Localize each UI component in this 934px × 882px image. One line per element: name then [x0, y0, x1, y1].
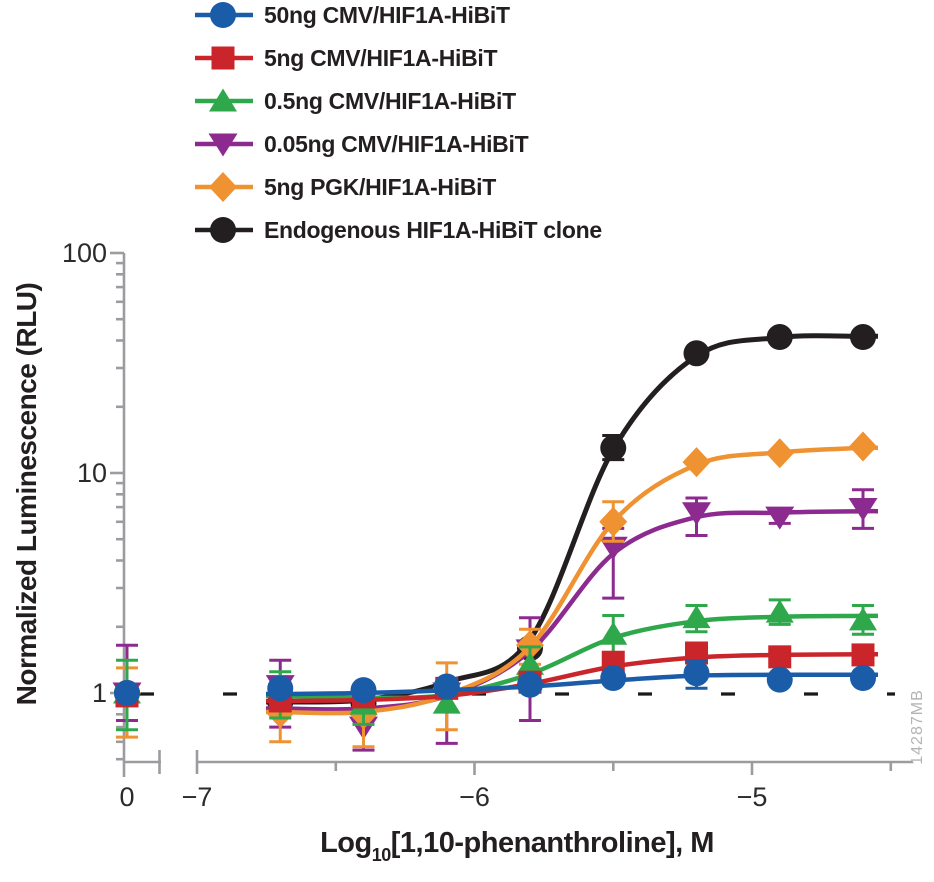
x-axis-title: Log10[1,10-phenanthroline], M: [257, 827, 777, 865]
fit-curve: [265, 613, 879, 701]
series-triangle-down-3: [112, 488, 879, 752]
triangle-up-legend-marker-icon: [195, 88, 253, 112]
data-point-diamond: [765, 438, 794, 469]
square-legend-marker-icon: [195, 46, 253, 70]
data-point-square: [768, 645, 792, 669]
legend-item-4: 5ng PGK/HIF1A-HiBiT: [195, 169, 602, 205]
y-tick-label: 100: [62, 238, 107, 268]
data-point-diamond: [682, 447, 711, 478]
data-point-diamond: [599, 506, 628, 537]
data-point-triangle-down: [682, 502, 711, 526]
legend-item-3: 0.05ng CMV/HIF1A-HiBiT: [195, 126, 602, 162]
x-axis-title-log: Log: [320, 827, 372, 859]
x-tick-label: −6: [459, 782, 490, 812]
series-diamond-4: [113, 431, 879, 749]
legend: 50ng CMV/HIF1A-HiBiT 5ng CMV/HIF1A-HiBiT 0…: [195, 0, 602, 255]
y-tick-label: 10: [77, 458, 107, 488]
data-point-triangle-up: [682, 605, 711, 629]
series-triangle-up-2: [113, 598, 879, 732]
series-circle-0: [114, 659, 878, 706]
fit-curve: [266, 508, 879, 712]
data-point-circle: [850, 664, 876, 691]
y-axis-title-text: Normalized Luminescence (RLU): [11, 282, 42, 706]
data-point-triangle-down: [848, 497, 878, 521]
legend-item-1: 5ng CMV/HIF1A-HiBiT: [195, 40, 602, 76]
data-point-circle: [350, 677, 377, 704]
data-point-triangle-down: [765, 506, 795, 530]
data-point-square: [851, 643, 875, 667]
data-point-circle: [683, 660, 710, 687]
legend-item-5: Endogenous HIF1A-HiBiT clone: [195, 212, 602, 248]
legend-label: 5ng PGK/HIF1A-HiBiT: [264, 173, 496, 200]
data-point-square: [685, 641, 708, 665]
data-point-triangle-up: [516, 651, 544, 675]
x-tick-label: 0: [119, 782, 134, 812]
circle-legend-marker-icon: [195, 217, 253, 243]
data-point-circle: [600, 664, 627, 691]
legend-label: 0.05ng CMV/HIF1A-HiBiT: [264, 130, 529, 157]
legend-label: Endogenous HIF1A-HiBiT clone: [264, 216, 602, 243]
triangle-down-legend-marker-icon: [195, 133, 253, 157]
data-point-circle: [517, 671, 543, 698]
data-point-triangle-up: [765, 599, 794, 623]
x-tick-label: −5: [737, 782, 768, 812]
legend-label: 50ng CMV/HIF1A-HiBiT: [264, 1, 510, 28]
fit-curve: [265, 652, 879, 704]
legend-item-0: 50ng CMV/HIF1A-HiBiT: [195, 0, 602, 33]
x-tick-label: −7: [182, 782, 213, 812]
y-axis-title: Normalized Luminescence (RLU): [11, 254, 45, 734]
data-point-circle: [267, 675, 294, 702]
legend-label: 5ng CMV/HIF1A-HiBiT: [264, 44, 498, 71]
y-tick-label: 1: [92, 678, 107, 708]
data-point-circle: [766, 666, 793, 693]
data-point-circle: [600, 434, 627, 461]
legend-item-2: 0.5ng CMV/HIF1A-HiBiT: [195, 83, 602, 119]
fit-curve: [266, 445, 879, 716]
axes: [110, 251, 913, 777]
data-point-circle: [766, 324, 793, 351]
data-point-circle: [433, 673, 460, 700]
circle-legend-marker-icon: [195, 2, 253, 28]
data-point-triangle-up: [599, 621, 628, 645]
legend-label: 0.5ng CMV/HIF1A-HiBiT: [264, 87, 516, 114]
diamond-legend-marker-icon: [195, 172, 253, 202]
data-point-triangle-up: [432, 690, 461, 714]
x-axis-title-rest: [1,10-phenanthroline], M: [390, 827, 715, 859]
data-point-circle: [683, 340, 710, 367]
data-point-diamond: [849, 431, 877, 462]
data-point-triangle-up: [849, 607, 877, 631]
data-point-circle: [850, 324, 876, 351]
x-axis-title-sub: 10: [371, 844, 392, 865]
data-point-circle: [114, 680, 140, 706]
data-point-diamond: [516, 630, 544, 661]
watermark: 14287MB: [909, 689, 926, 765]
fit-curve: [265, 672, 878, 697]
